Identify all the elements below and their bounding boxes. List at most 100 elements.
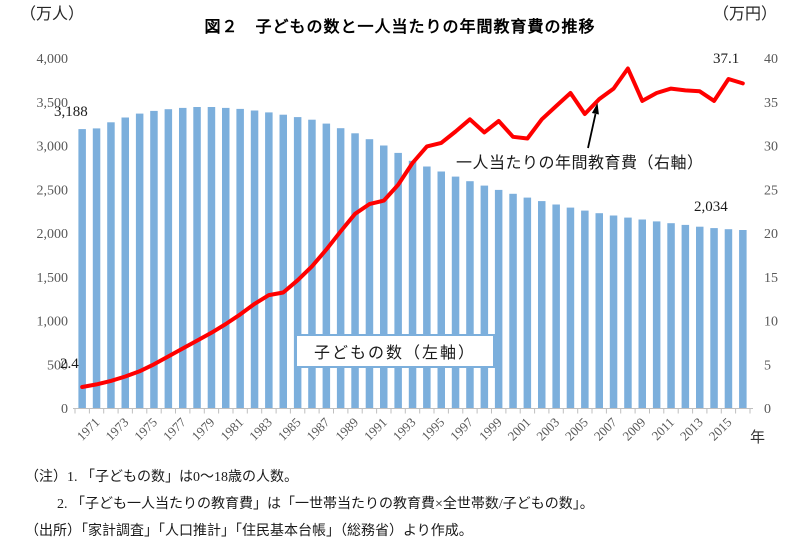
bar-1972	[107, 122, 115, 409]
bar-1999	[494, 189, 503, 408]
bar-1978	[193, 107, 201, 408]
x-year-label: 1979	[189, 415, 218, 444]
x-year-label: 1993	[390, 415, 419, 444]
bar-1976	[164, 109, 173, 408]
left-axis-tick-label: 3,000	[37, 140, 69, 155]
line-last-value-label: 37.1	[713, 51, 740, 67]
left-axis-unit: （万人）	[20, 6, 85, 23]
x-year-label: 1985	[275, 415, 304, 444]
left-axis-tick-label: 1,000	[37, 315, 69, 330]
bar-1990	[365, 139, 374, 408]
bar-2016	[739, 230, 747, 408]
x-year-label: 1997	[447, 414, 476, 443]
x-year-label: 1977	[160, 414, 189, 443]
bar-1992	[394, 152, 402, 408]
bar-2006	[595, 213, 603, 408]
left-axis-tick-label: 1,500	[37, 271, 69, 286]
chart-area: 0 500 1,000 1,500 2,000 2,500 3,000 3,500 4,000 0…	[20, 6, 779, 446]
left-axis-tick-label: 500	[47, 358, 68, 373]
bar-1981	[236, 108, 244, 409]
x-year-label: 1987	[303, 414, 332, 443]
line-series-annotation: 一人当たりの年間教育費（右軸）	[456, 155, 704, 172]
bar-last-value-label: 2,034	[694, 199, 728, 215]
x-year-label: 1995	[418, 415, 447, 444]
bar-1980	[222, 107, 230, 409]
bar-2011	[667, 223, 675, 408]
x-year-label: 2009	[619, 415, 648, 444]
note-line-2: 2. 「子ども一人当たりの教育費」は「一世帯当たりの教育費×全世帯数/子どもの数…	[57, 497, 594, 512]
x-axis-year-labels: 1971 1973 1975 1977 1979 1981 1983 1985 1987 1989…	[74, 414, 735, 443]
bar-2008	[624, 217, 632, 408]
x-year-label: 1983	[246, 415, 275, 444]
left-axis-tick-label: 0	[61, 402, 68, 417]
bar-2015	[724, 229, 733, 408]
bar-2001	[523, 197, 532, 408]
right-axis-tick-label: 40	[764, 52, 778, 67]
bar-2003	[552, 204, 560, 408]
left-axis-tick-label: 2,500	[37, 183, 69, 198]
x-year-label: 2005	[562, 415, 591, 444]
left-axis-tick-label: 4,000	[37, 52, 69, 67]
left-axis-tick-label: 2,000	[37, 227, 69, 242]
bar-1994	[423, 166, 431, 408]
bar-1987	[322, 123, 331, 408]
bar-2004	[566, 207, 575, 408]
x-year-label: 2003	[533, 415, 562, 444]
right-axis-tick-label: 30	[764, 140, 778, 155]
bar-first-value-label: 3,188	[54, 104, 88, 120]
right-axis-unit: （万円）	[712, 6, 777, 23]
bar-2002	[538, 201, 546, 408]
bar-1984	[279, 114, 287, 408]
bar-1988	[336, 128, 345, 408]
x-year-label: 1999	[476, 415, 505, 444]
annotation-arrow-icon	[587, 103, 599, 149]
bar-1975	[150, 110, 158, 409]
x-year-label: 1991	[361, 415, 390, 444]
y-axis-labels: 0 500 1,000 1,500 2,000 2,500 3,000 3,500 4,000 0…	[37, 52, 779, 417]
x-axis	[73, 408, 753, 414]
bar-1974	[135, 113, 144, 408]
bar-2007	[609, 215, 618, 408]
x-year-label: 1989	[332, 415, 361, 444]
note-line-1: （注）1. 「子どもの数」は0～18歳の人数。	[25, 470, 298, 485]
bar-1971	[92, 128, 101, 408]
right-axis-tick-label: 20	[764, 227, 778, 242]
x-year-label: 2001	[505, 415, 534, 444]
x-year-label: 2013	[677, 415, 706, 444]
page-title: 図２ 子どもの数と一人当たりの年間教育費の推移	[204, 19, 596, 36]
bar-2009	[638, 219, 646, 408]
left-axis-tick-label: 3,500	[37, 96, 69, 111]
bar-2012	[681, 224, 690, 408]
x-year-label: 2007	[591, 414, 620, 443]
x-year-label: 2011	[648, 415, 677, 444]
bar-1997	[466, 181, 474, 408]
bar-1998	[480, 185, 489, 408]
x-year-label: 1981	[217, 415, 246, 444]
bar-series-callout: 子どもの数（左軸）	[295, 334, 496, 368]
bar-1977	[179, 107, 187, 409]
bar-1993	[408, 160, 417, 408]
x-year-label: 2015	[706, 415, 735, 444]
bar-1982	[250, 110, 259, 408]
bar-1995	[437, 171, 445, 408]
line-first-value-label: 2.4	[60, 356, 79, 372]
x-year-label: 1973	[102, 415, 131, 444]
bar-1989	[351, 133, 359, 409]
bar-1996	[451, 176, 460, 408]
bar-1979	[207, 107, 216, 408]
right-axis-tick-label: 10	[764, 315, 778, 330]
bar-1973	[121, 117, 129, 408]
right-axis-tick-label: 5	[764, 358, 771, 373]
bar-2014	[710, 228, 718, 408]
bar-1970	[78, 129, 86, 408]
bar-2010	[652, 221, 661, 408]
bar-2005	[581, 210, 589, 408]
x-axis-unit: 年	[750, 430, 766, 446]
bar-2000	[509, 193, 517, 408]
right-axis-tick-label: 15	[764, 271, 778, 286]
bar-1991	[380, 145, 388, 408]
note-line-3: （出所）「家計調査」「人口推計」「住民基本台帳」（総務省）より作成。	[25, 524, 473, 539]
bar-1985	[293, 117, 302, 408]
right-axis-tick-label: 35	[764, 96, 778, 111]
bar-1983	[265, 112, 273, 409]
